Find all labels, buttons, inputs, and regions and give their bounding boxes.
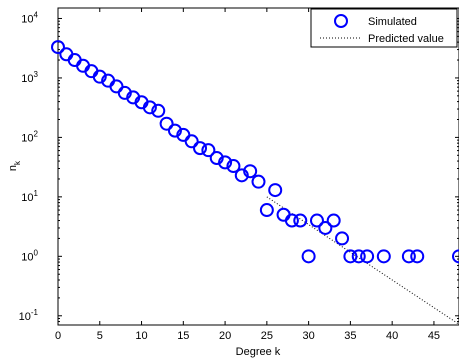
y-tick-label: 104 bbox=[21, 10, 38, 25]
simulated-point bbox=[360, 249, 375, 264]
y-tick-label-exponent: 4 bbox=[34, 10, 39, 19]
y-tick-label-exponent: 0 bbox=[34, 248, 39, 257]
simulated-point bbox=[410, 249, 425, 264]
simulated-point bbox=[218, 155, 233, 170]
simulated-point bbox=[309, 213, 324, 228]
x-tick-label: 5 bbox=[97, 330, 103, 342]
y-tick-label: 101 bbox=[21, 189, 38, 204]
y-axis-label: nk bbox=[7, 160, 22, 171]
x-tick-label: 25 bbox=[261, 330, 273, 342]
simulated-point bbox=[318, 220, 333, 235]
y-tick-label-exponent: 2 bbox=[34, 129, 39, 138]
plot-area bbox=[57, 7, 459, 326]
y-tick-label-base: 10 bbox=[21, 251, 33, 263]
x-tick-label: 15 bbox=[177, 330, 189, 342]
legend-label-simulated: Simulated bbox=[368, 16, 417, 28]
y-tick-label: 103 bbox=[21, 70, 38, 85]
y-tick-label-exponent: -1 bbox=[31, 308, 39, 317]
simulated-point bbox=[92, 69, 107, 84]
x-tick-label: 35 bbox=[344, 330, 356, 342]
simulated-point bbox=[326, 213, 341, 228]
simulated-point bbox=[234, 168, 249, 183]
simulated-point bbox=[259, 203, 274, 218]
simulated-point bbox=[167, 123, 182, 138]
x-axis-ticks: 0 5 10 15 20 25 30 35 40 45 bbox=[55, 8, 440, 342]
simulated-point bbox=[284, 213, 299, 228]
simulated-point bbox=[184, 134, 199, 149]
y-tick-label: 100 bbox=[21, 248, 38, 263]
simulated-point bbox=[193, 141, 208, 156]
simulated-point bbox=[351, 249, 366, 264]
simulated-point bbox=[335, 231, 350, 246]
y-axis-label-subscript: k bbox=[13, 160, 22, 165]
simulated-point bbox=[343, 249, 358, 264]
x-tick-label: 30 bbox=[303, 330, 315, 342]
y-tick-label-base: 10 bbox=[21, 73, 33, 85]
y-tick-label-base: 10 bbox=[21, 13, 33, 25]
simulated-point bbox=[268, 183, 283, 198]
simulated-point bbox=[151, 103, 166, 118]
legend: Simulated Predicted value bbox=[310, 8, 458, 48]
y-tick-label-base: 10 bbox=[21, 192, 33, 204]
predicted-value-line bbox=[266, 196, 459, 325]
legend-marker-simulated bbox=[334, 14, 348, 28]
series-layer bbox=[51, 40, 459, 325]
y-tick-label-exponent: 1 bbox=[34, 189, 39, 198]
simulated-point bbox=[251, 174, 266, 189]
x-tick-label: 45 bbox=[428, 330, 440, 342]
simulated-point bbox=[401, 249, 416, 264]
y-tick-label: 102 bbox=[21, 129, 38, 144]
y-axis-label-main: n bbox=[7, 165, 19, 171]
simulated-point bbox=[293, 213, 308, 228]
x-tick-label: 40 bbox=[386, 330, 398, 342]
simulated-point bbox=[142, 100, 157, 115]
simulated-point bbox=[243, 164, 258, 179]
simulated-point bbox=[51, 40, 65, 55]
x-tick-label: 20 bbox=[219, 330, 231, 342]
x-tick-label: 10 bbox=[135, 330, 147, 342]
legend-label-predicted: Predicted value bbox=[368, 33, 444, 45]
y-tick-label-exponent: 3 bbox=[34, 70, 39, 79]
y-tick-label-base: 10 bbox=[21, 132, 33, 144]
x-axis-label: Degree k bbox=[236, 346, 281, 358]
legend-box bbox=[310, 8, 458, 48]
simulated-point bbox=[301, 249, 316, 264]
simulated-point bbox=[201, 143, 216, 158]
y-tick-label-base: 10 bbox=[19, 311, 31, 323]
x-tick-label: 0 bbox=[55, 330, 61, 342]
simulated-point bbox=[376, 249, 391, 264]
simulated-point bbox=[452, 249, 459, 264]
simulated-point bbox=[226, 159, 241, 174]
y-tick-label: 10-1 bbox=[19, 308, 39, 323]
simulated-point bbox=[209, 151, 224, 166]
simulated-point bbox=[159, 116, 174, 131]
